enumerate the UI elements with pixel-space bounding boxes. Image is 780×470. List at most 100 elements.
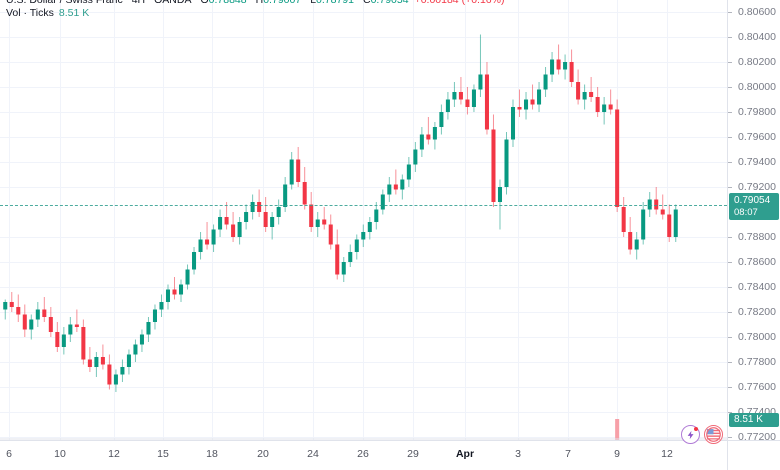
price-tick-dash [728,137,732,138]
time-scale[interactable]: 6 10 12 15 18 20 24 26 29 Apr 3 7 9 12 [0,440,780,470]
candle-body [22,314,27,330]
time-tick-label: 29 [407,448,419,460]
candle-body [29,319,34,330]
candle-body [426,134,431,140]
gridline-v [60,0,61,440]
candle-body [634,239,639,250]
gridline-v [163,0,164,440]
candle-body [524,99,529,110]
candle-body [432,127,437,140]
price-tick-label: 0.80200 [738,56,776,68]
candle-body [237,222,242,237]
candle-body [484,74,489,130]
time-tick-label: 12 [661,448,673,460]
candle-body [465,99,470,107]
gridline-v [263,0,264,440]
gridline-v [465,0,466,440]
candle-body [81,327,86,360]
candle-body [556,59,561,70]
candle-body [543,74,548,90]
candle-body [42,309,47,317]
time-tick-label: 12 [108,448,120,460]
price-tick-dash [728,387,732,388]
price-tick-dash [728,87,732,88]
candle-body [406,164,411,180]
price-tick-dash [728,287,732,288]
time-tick-label: 7 [565,448,571,460]
candle-body [621,207,626,232]
candle-body [198,239,203,252]
price-scale[interactable]: 0.80600 0.80400 0.80200 0.80000 0.79800 0.796… [727,0,780,443]
price-tick-dash [728,312,732,313]
candle-body [537,89,542,105]
candle-body [387,184,392,195]
volume-legend-label: Vol · Ticks [6,7,54,19]
price-tick-label: 0.80600 [738,6,776,18]
chart-plot-area[interactable] [0,0,727,440]
candle-body [510,107,516,140]
us-flag-icon[interactable] [704,425,723,444]
gridline-v [363,0,364,440]
price-tick-dash [728,362,732,363]
price-tick-dash [728,62,732,63]
candle-body [35,309,40,320]
candle-body [270,217,275,227]
price-tick-dash [728,437,732,438]
candle-body [302,182,307,205]
price-tick-label: 0.80000 [738,81,776,93]
candle-body [100,357,105,365]
candle-body [497,187,503,202]
candle-body [139,334,144,345]
price-tick-label: 0.79200 [738,181,776,193]
candle-body [133,344,138,355]
gridline-v [313,0,314,440]
candle-body [263,212,268,227]
candle-body [309,204,314,227]
current-price-badge: 0.79054 08:07 [729,193,779,220]
price-tick-label: 0.79800 [738,106,776,118]
time-tick-label: 3 [515,448,521,460]
time-tick-label: 26 [357,448,369,460]
candle-body [367,222,372,232]
candle-body [165,289,171,302]
candle-body [146,322,151,335]
current-price-line [0,205,727,206]
candle-body [641,209,646,240]
candle-body [660,209,665,215]
time-tick-label: Apr [455,448,475,460]
candle-body [374,209,379,222]
candle-body [283,184,288,207]
candle-body [185,269,190,285]
candle-body [445,99,450,112]
time-tick-label: 6 [6,448,12,460]
candle-body [224,217,229,225]
candle-body [257,202,262,212]
price-tick-label: 0.79400 [738,156,776,168]
price-tick-dash [728,187,732,188]
notification-dot [694,427,698,431]
candle-body [478,74,483,90]
candle-body [159,302,164,310]
candle-body [563,62,568,70]
gridline-v [212,0,213,440]
candle-body [608,104,613,110]
candle-body [107,364,112,385]
candle-body [16,307,21,315]
price-tick-label: 0.78200 [738,306,776,318]
lightning-icon[interactable] [681,425,700,444]
candle-body [289,159,294,185]
candle-body [458,92,463,100]
price-tick-label: 0.78400 [738,281,776,293]
current-price-value: 0.79054 [734,195,771,206]
candle-body [393,184,398,190]
candle-body [205,239,210,245]
status-badge-group[interactable] [681,425,723,444]
candle-body [400,179,405,190]
candle-body [530,99,535,105]
price-tick-label: 0.77400 [738,406,776,418]
candle-body [172,289,177,295]
candle-body [315,219,320,227]
gridline-v [9,0,10,440]
price-tick-label: 0.80400 [738,31,776,43]
